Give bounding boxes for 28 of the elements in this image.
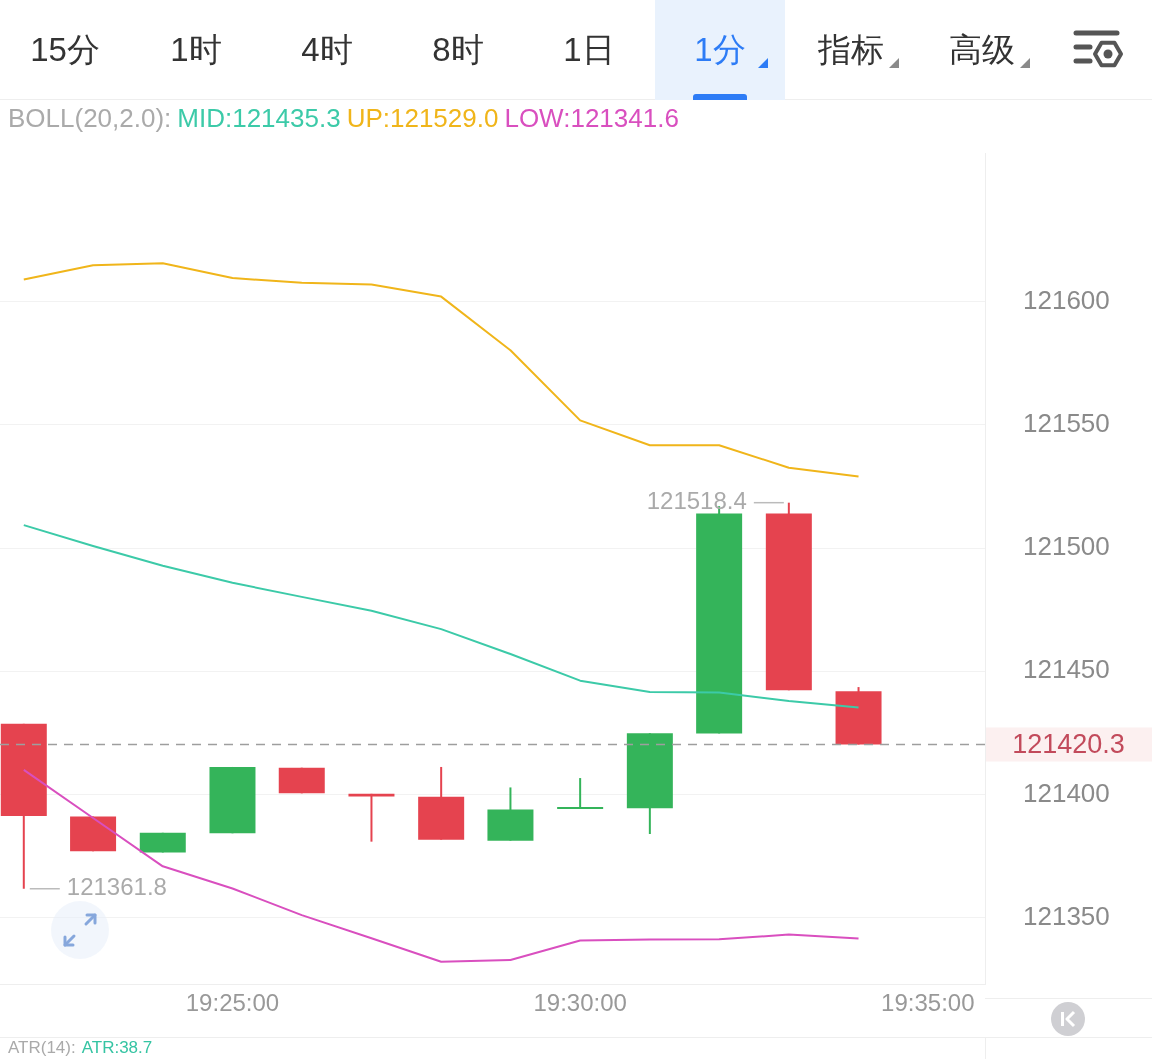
y-tick-label: 121400 xyxy=(1023,777,1110,808)
text: ATR:38.7 xyxy=(81,1038,153,1057)
text: 指标 xyxy=(818,30,884,70)
x-tick-label: 19:35:00 xyxy=(881,989,975,1017)
legend-title: BOLL(20,2.0): xyxy=(8,103,172,133)
y-tick-label: 121350 xyxy=(1023,901,1110,932)
text: 1分 xyxy=(694,30,746,70)
text: MID:121435.3 xyxy=(177,103,341,133)
text: 8时 xyxy=(432,30,484,70)
y-tick-label: 121550 xyxy=(1023,407,1110,438)
text: 1日 xyxy=(563,30,615,70)
candlestick xyxy=(557,777,604,809)
y-tick-label: 121600 xyxy=(1023,284,1110,315)
text: 121420.3 xyxy=(1012,728,1125,759)
text: UP:121529.0 xyxy=(346,103,499,133)
text: 高级 xyxy=(949,30,1015,70)
text: 4时 xyxy=(301,30,353,70)
text: 15分 xyxy=(30,30,100,70)
annotation: 121361.8 xyxy=(66,873,167,901)
text: ATR(14): xyxy=(8,1038,76,1057)
y-tick-label: 121450 xyxy=(1023,654,1110,685)
text: 1时 xyxy=(170,30,222,70)
candlestick xyxy=(348,792,395,843)
text: LOW:121341.6 xyxy=(504,103,679,133)
y-tick-label: 121500 xyxy=(1023,531,1110,562)
x-tick-label: 19:30:00 xyxy=(533,989,627,1017)
annotation: 121518.4 xyxy=(646,487,747,515)
x-tick-label: 19:25:00 xyxy=(185,989,280,1017)
